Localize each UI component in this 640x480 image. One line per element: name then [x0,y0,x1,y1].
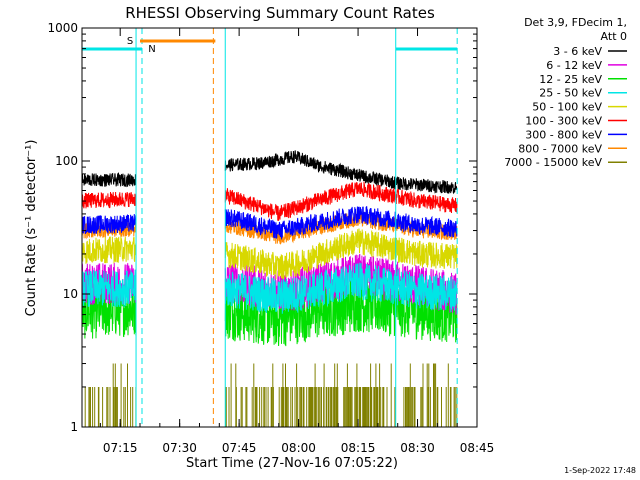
legend-header-line-1: Det 3,9, FDecim 1, [524,16,627,29]
series-line-50-100kev-seg0 [81,236,137,264]
series-line-25-50kev-seg1 [224,262,458,314]
y-tick-label-0: 1 [70,420,78,434]
x-tick-label-4: 08:15 [341,441,376,455]
y-tick-label-3: 1000 [47,21,78,35]
legend-label-7: 800 - 7000 keV [518,142,602,155]
plot-area: SN [81,28,458,427]
x-tick-label-2: 07:45 [222,441,257,455]
x-tick-label-3: 08:00 [281,441,316,455]
series-line-300-800kev-seg1 [224,205,458,241]
legend-label-3: 25 - 50 keV [539,87,602,100]
x-tick-label-6: 08:45 [460,441,495,455]
series-line-3-6kev-seg0 [81,172,137,188]
chart-title: RHESSI Observing Summary Count Rates [125,4,435,22]
legend-label-6: 300 - 800 keV [525,128,602,141]
series-line-100-300kev-seg1 [224,181,458,221]
series-7000-15000kev-spikes [84,363,137,427]
legend-label-2: 12 - 25 keV [539,73,602,86]
y-tick-label-1: 10 [63,287,78,301]
series-line-25-50kev-seg0 [81,269,137,308]
legend-header-line-2: Att 0 [601,30,627,43]
legend-label-5: 100 - 300 keV [525,115,602,128]
axis-ticks: 07:15 07:30 07:45 08:00 08:15 08:30 08:45 1 10 10… [47,21,494,455]
series-line-50-100kev-seg1 [224,228,458,280]
flag-label-S: S [127,36,133,47]
x-tick-label-5: 08:30 [400,441,435,455]
series-line-100-300kev-seg0 [81,191,137,209]
legend-label-4: 50 - 100 keV [532,101,602,114]
legend-label-0: 3 - 6 keV [553,45,602,58]
series-7000-15000kev-spikes [225,363,458,427]
series-line-3-6kev-seg1 [224,150,458,195]
legend-label-1: 6 - 12 keV [546,59,602,72]
y-axis-label: Count Rate (s⁻¹ detector⁻¹) [24,140,39,317]
plot-frame [81,27,478,428]
x-tick-label-1: 07:30 [162,441,197,455]
legend-label-8: 7000 - 15000 keV [504,156,602,169]
generation-timestamp: 1-Sep-2022 17:48 [564,466,636,475]
x-axis-label: Start Time (27-Nov-16 07:05:22) [186,456,398,471]
x-tick-label-0: 07:15 [103,441,138,455]
flag-label-N: N [148,44,155,55]
y-tick-label-2: 100 [55,154,78,168]
series-line-300-800kev-seg0 [81,214,137,235]
